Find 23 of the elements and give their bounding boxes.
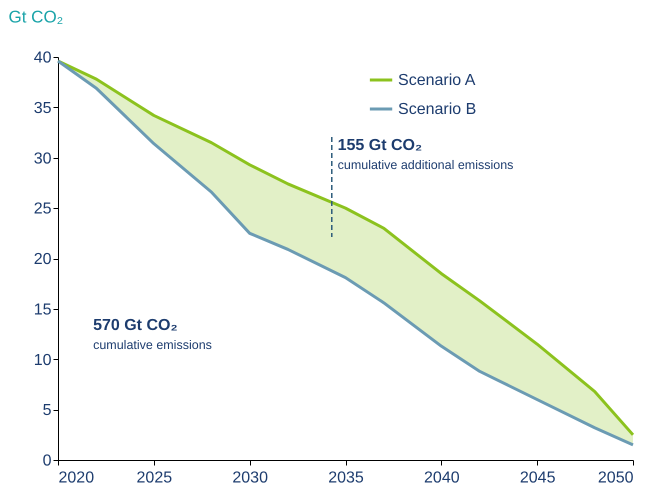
y-axis-title: Gt CO₂ [8, 8, 64, 26]
x-tick-label: 2050 [598, 470, 634, 486]
y-tick-label: 5 [42, 402, 52, 420]
y-tick-label: 25 [34, 200, 52, 218]
legend-label: Scenario B [398, 101, 476, 118]
annotation: 570 Gt CO₂ [93, 317, 178, 334]
x-tick-label: 2035 [328, 470, 364, 486]
legend-label: Scenario A [398, 72, 476, 89]
y-tick-label: 0 [42, 452, 52, 470]
x-tick-label: 2045 [520, 470, 556, 486]
y-tick-label: 20 [34, 251, 52, 268]
y-tick-label: 15 [34, 301, 52, 318]
y-tick-label: 35 [34, 100, 52, 117]
y-tick-label: 30 [34, 150, 52, 168]
x-tick-label: 2025 [136, 470, 172, 486]
x-tick-label: 2030 [232, 470, 268, 486]
y-tick-label: 40 [34, 50, 52, 66]
annotation: cumulative additional emissions [338, 158, 514, 172]
annotation: 155 Gt CO₂ [338, 137, 422, 154]
y-tick-label: 10 [34, 352, 52, 369]
x-tick-label: 2040 [424, 470, 460, 486]
annotation: cumulative emissions [93, 338, 212, 352]
x-tick-label: 2020 [58, 470, 94, 486]
